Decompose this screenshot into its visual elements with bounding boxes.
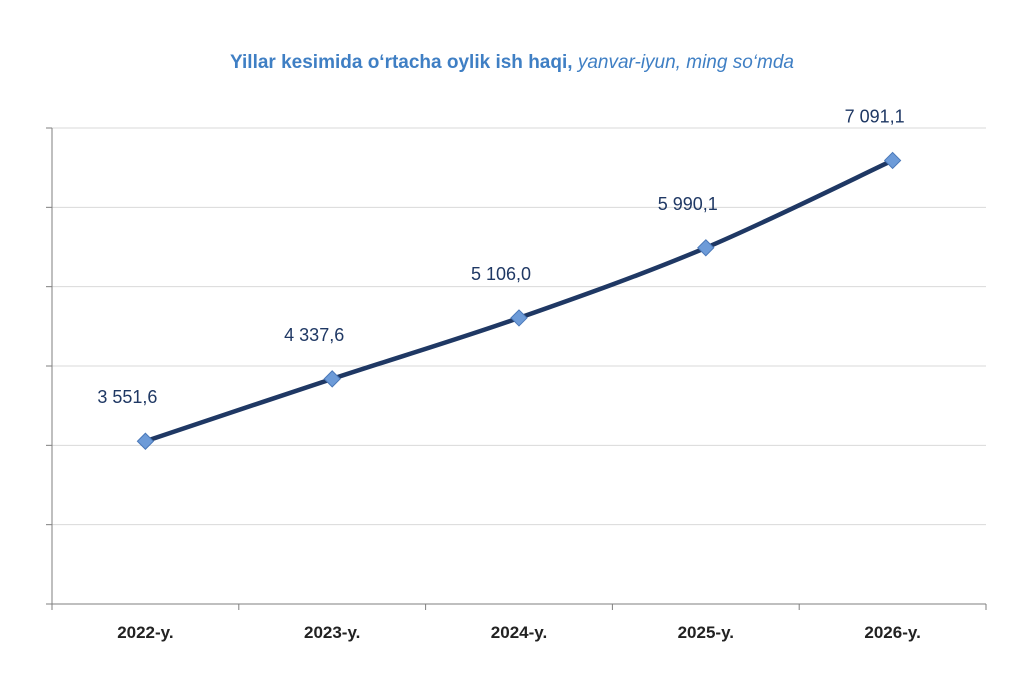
data-point-marker (697, 239, 715, 257)
chart-title-main: Yillar kesimida o‘rtacha oylik ish haqi, (230, 52, 573, 73)
x-tick-label: 2024-y. (491, 623, 547, 642)
x-tick-label: 2022-y. (117, 623, 173, 642)
data-point-marker (883, 151, 902, 170)
chart-title: Yillar kesimida o‘rtacha oylik ish haqi,… (0, 52, 1024, 74)
x-tick-label: 2023-y. (304, 623, 360, 642)
data-point-marker (136, 432, 155, 450)
data-label: 5 106,0 (471, 264, 531, 284)
data-label: 5 990,1 (658, 194, 718, 214)
x-tick-label: 2025-y. (678, 623, 734, 642)
chart-subtitle: yanvar-iyun, ming so‘mda (577, 52, 794, 73)
series-line (144, 158, 894, 444)
data-point-marker (323, 370, 341, 388)
data-label: 7 091,1 (845, 106, 905, 126)
data-point-marker (510, 309, 528, 327)
data-label: 4 337,6 (284, 325, 344, 345)
data-label: 3 551,6 (97, 387, 157, 407)
x-tick-label: 2026-y. (864, 623, 920, 642)
